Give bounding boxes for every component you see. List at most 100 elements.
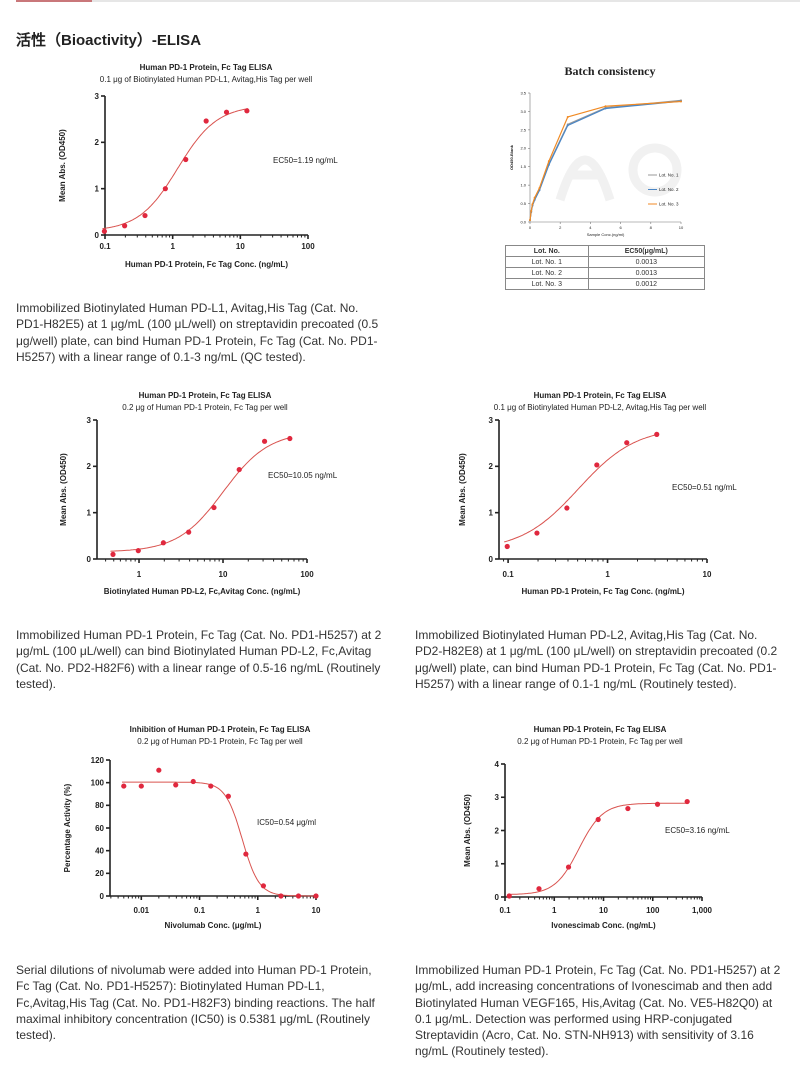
- chart-pd1-pdl1-elisa: Human PD-1 Protein, Fc Tag ELISA 0.1 μg o…: [58, 63, 338, 269]
- ec50-annotation: EC50=0.51 ng/mL: [672, 483, 737, 492]
- y-tick-label: 80: [95, 801, 104, 810]
- y-axis-label: Percentage Activity (%): [63, 783, 72, 872]
- data-point: [225, 793, 231, 799]
- data-point: [547, 160, 550, 163]
- data-point: [122, 223, 128, 229]
- x-axis-label: Human PD-1 Protein, Fc Tag Conc. (ng/mL): [522, 587, 685, 596]
- ec50-annotation: EC50=3.16 ng/mL: [665, 826, 730, 835]
- x-tick-label: 10: [236, 242, 245, 251]
- y-tick-label: 3.5: [520, 90, 526, 95]
- batch-ec50-table: Lot. No. EC50(μg/mL) Lot. No. 1 0.0013 L…: [505, 245, 706, 290]
- x-tick-label: 0.1: [499, 906, 511, 915]
- fit-curve: [507, 802, 689, 895]
- y-axis-label: Mean Abs. (OD450): [58, 129, 67, 202]
- chart-batch-consistency: Batch consistency 0.0 0.5 1.0 1.5 2.0 2.5 3.0 3.…: [509, 64, 684, 237]
- data-point: [566, 115, 569, 118]
- data-point: [243, 851, 249, 857]
- fit-curve: [122, 781, 318, 897]
- table-cell: Lot. No. 1: [505, 256, 589, 268]
- chart-ivonescimab-elisa: Human PD-1 Protein, Fc Tag ELISA 0.2 μg o…: [463, 725, 730, 930]
- y-tick-label: 2: [87, 462, 92, 471]
- y-tick-label: 0.0: [520, 219, 526, 224]
- y-tick-label: 40: [95, 846, 104, 855]
- ec50-annotation: IC50=0.54 μg/ml: [257, 818, 316, 827]
- x-axis-label: Sample Conc.(ng/ml): [587, 232, 625, 237]
- y-tick-label: 3: [495, 793, 500, 802]
- chart-title: Inhibition of Human PD-1 Protein, Fc Tag…: [130, 725, 311, 734]
- data-point: [162, 186, 168, 192]
- chart-title: Human PD-1 Protein, Fc Tag ELISA: [534, 391, 667, 400]
- data-point: [211, 504, 217, 511]
- x-tick-label: 1: [256, 906, 261, 915]
- y-tick-label: 0: [100, 892, 105, 901]
- data-point: [236, 466, 242, 473]
- active-tab-indicator: [16, 0, 92, 2]
- data-point: [595, 816, 601, 823]
- y-tick-label: 0: [95, 231, 100, 240]
- data-point: [173, 782, 179, 788]
- watermark-logo-icon: [555, 155, 615, 202]
- data-point: [538, 187, 541, 190]
- y-tick-label: 1.0: [520, 183, 526, 188]
- fit-curve: [110, 436, 292, 552]
- y-tick-label: 2.0: [520, 146, 526, 151]
- description-ivonescimab: Immobilized Human PD-1 Protein, Fc Tag (…: [415, 963, 781, 1059]
- data-point: [565, 864, 572, 870]
- table-cell: 0.0013: [587, 256, 706, 268]
- section-title: 活性（Bioactivity）-ELISA: [16, 32, 202, 49]
- data-point: [625, 805, 631, 812]
- table-header-row: Lot. No. EC50(μg/mL): [505, 245, 706, 257]
- data-point: [278, 893, 284, 899]
- data-point: [564, 505, 570, 511]
- data-point: [138, 783, 144, 789]
- table-row: Lot. No. 3 0.0012: [505, 278, 706, 290]
- fit-curve: [102, 108, 249, 230]
- data-point: [313, 893, 319, 899]
- fit-curve: [504, 433, 659, 543]
- table-row: Lot. No. 2 0.0013: [505, 267, 706, 279]
- chart-subtitle: 0.2 μg of Human PD-1 Protein, Fc Tag per…: [517, 737, 683, 746]
- chart-subtitle: 0.1 μg of Biotinylated Human PD-L2, Avit…: [494, 403, 707, 412]
- y-tick-label: 3: [489, 416, 494, 425]
- top-divider: [16, 0, 800, 2]
- y-axis-label: OD450-Blank: [509, 144, 514, 170]
- x-tick-label: 0.1: [99, 242, 111, 251]
- data-point: [566, 124, 569, 127]
- data-point: [534, 530, 540, 536]
- y-tick-label: 120: [91, 756, 105, 765]
- ec50-annotation: EC50=1.19 ng/mL: [273, 156, 338, 165]
- x-axis-label: Biotinylated Human PD-L2, Fc,Avitag Conc…: [104, 587, 301, 596]
- chart-subtitle: 0.2 μg of Human PD-1 Protein, Fc Tag per…: [137, 737, 303, 746]
- y-tick-label: 3: [95, 92, 100, 101]
- data-point: [295, 893, 302, 899]
- description-pdl2-avitag-binding: Immobilized Biotinylated Human PD-L2, Av…: [415, 628, 778, 691]
- data-point: [531, 203, 534, 206]
- x-tick-label: 4: [589, 225, 592, 230]
- table-header: EC50(μg/mL): [587, 245, 706, 257]
- data-point: [186, 529, 192, 535]
- y-tick-label: 1: [489, 508, 494, 517]
- y-tick-label: 1.5: [520, 164, 526, 169]
- x-tick-label: 2: [559, 225, 562, 230]
- data-point: [654, 801, 661, 807]
- y-tick-label: 2.5: [520, 127, 526, 132]
- y-tick-label: 2: [495, 826, 500, 835]
- watermark-logo-ring-icon: [628, 143, 682, 197]
- data-point: [208, 783, 214, 789]
- chart-title: Human PD-1 Protein, Fc Tag ELISA: [140, 63, 273, 72]
- description-pdl2-fc-binding: Immobilized Human PD-1 Protein, Fc Tag (…: [16, 628, 382, 691]
- data-point: [190, 778, 196, 785]
- data-point: [504, 543, 510, 550]
- x-tick-label: 6: [619, 225, 622, 230]
- y-tick-label: 1: [95, 184, 100, 193]
- data-point: [183, 156, 189, 163]
- y-tick-label: 3.0: [520, 109, 526, 114]
- data-point: [624, 440, 630, 446]
- data-point: [594, 462, 600, 468]
- y-tick-label: 20: [95, 869, 104, 878]
- data-point: [684, 798, 690, 805]
- x-tick-label: 10: [679, 225, 684, 230]
- chart-subtitle: 0.2 μg of Human PD-1 Protein, Fc Tag per…: [122, 403, 288, 412]
- description-pdl1-binding: Immobilized Biotinylated Human PD-L1, Av…: [16, 301, 379, 364]
- data-point: [529, 219, 531, 222]
